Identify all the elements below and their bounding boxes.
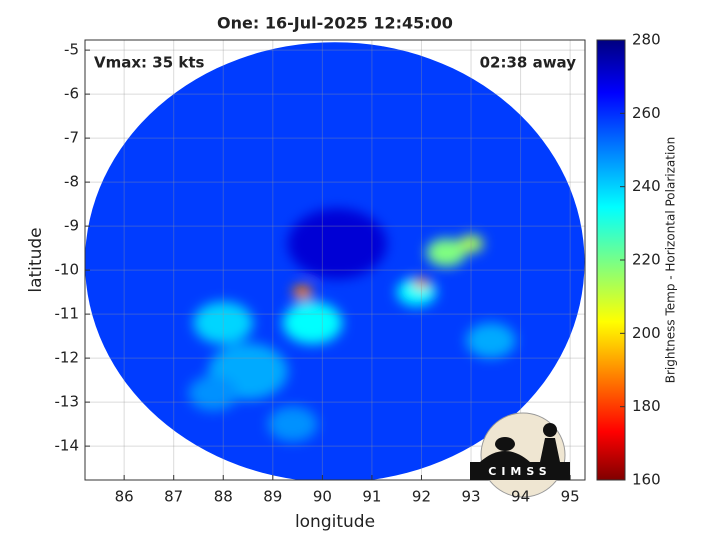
- y-tick-label: -10: [55, 261, 80, 279]
- cells-blur: [188, 208, 516, 442]
- y-tick-label: -11: [55, 305, 80, 323]
- x-tick-label: 88: [214, 488, 233, 506]
- plot-frame: [84, 39, 586, 481]
- x-tick-label: 94: [511, 488, 530, 506]
- x-tick-label: 89: [263, 488, 282, 506]
- y-tick-label: -7: [64, 129, 79, 147]
- cell: [458, 234, 484, 253]
- y-tick-label: -9: [64, 217, 79, 235]
- cell: [414, 278, 429, 289]
- y-tick-label: -5: [64, 41, 79, 59]
- cell: [466, 322, 516, 359]
- colorbar-tick-label: 180: [632, 397, 661, 415]
- y-tick-label: -13: [55, 393, 80, 411]
- colorbar-tick-label: 260: [632, 104, 661, 122]
- x-tick-label: 86: [115, 488, 134, 506]
- colorbar-tick-label: 160: [632, 471, 661, 489]
- cell: [287, 208, 387, 279]
- logo: CIMSS: [470, 412, 570, 498]
- annotation: Vmax: 35 kts: [94, 54, 204, 72]
- cells: [188, 208, 516, 442]
- x-axis-label: longitude: [295, 512, 375, 532]
- x-tick-label: 92: [412, 488, 431, 506]
- x-tick-label: 95: [561, 488, 580, 506]
- x-tick-label: 93: [461, 488, 480, 506]
- x-tick-label: 91: [362, 488, 381, 506]
- x-tick-label: 87: [164, 488, 183, 506]
- y-tick-label: -8: [64, 173, 79, 191]
- colorbar-label: Brightness Temp - Horizontal Polarizatio…: [664, 137, 678, 384]
- chart-title: One: 16-Jul-2025 12:45:00: [217, 14, 453, 33]
- x-tick-label: 90: [313, 488, 332, 506]
- cell: [267, 406, 318, 442]
- cell: [292, 285, 313, 300]
- cell: [426, 238, 467, 267]
- y-tick-label: -6: [64, 85, 79, 103]
- y-axis-label: latitude: [26, 227, 46, 292]
- cell: [193, 301, 253, 345]
- colorbar-tick-label: 280: [632, 31, 661, 49]
- colorbar-tick-label: 200: [632, 324, 661, 342]
- cell: [282, 301, 343, 345]
- cell: [188, 375, 239, 411]
- colorbar-tick-label: 240: [632, 177, 661, 195]
- y-tick-label: -14: [55, 437, 80, 455]
- y-tick-label: -12: [55, 349, 80, 367]
- logo-text: CIMSS: [488, 465, 551, 478]
- annotation: 02:38 away: [480, 54, 577, 72]
- colorbar-tick-label: 220: [632, 251, 661, 269]
